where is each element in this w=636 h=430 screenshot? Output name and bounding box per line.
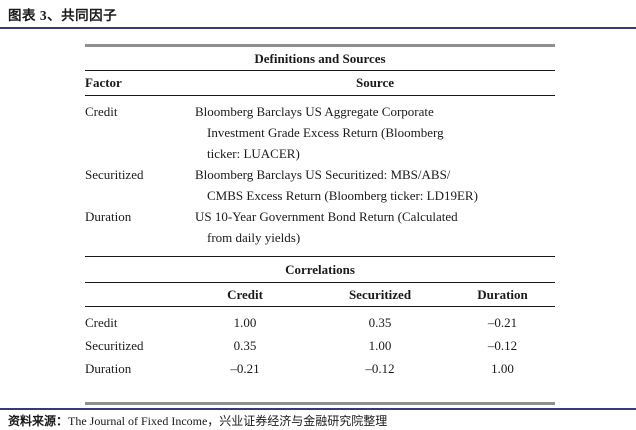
footer-source: 资料来源：The Journal of Fixed Income，兴业证券经济与… <box>8 412 387 429</box>
correlation-value: –0.21 <box>230 361 260 376</box>
column-header-source: Source <box>355 75 395 90</box>
correlation-value: –0.21 <box>487 315 518 330</box>
source-cell: Bloomberg Barclays US Securitized: MBS/A… <box>195 167 478 203</box>
column-header-duration: Duration <box>477 287 528 302</box>
factor-cell: Duration <box>85 209 132 224</box>
figure-title-bar: 图表 3、共同因子 <box>0 0 636 29</box>
table-row: Credit Bloomberg Barclays US Aggregate C… <box>85 101 555 164</box>
footer-divider <box>0 408 636 410</box>
source-text: The Journal of Fixed Income，兴业证券经济与金融研究院… <box>68 414 388 428</box>
correlation-value: 0.35 <box>233 338 257 353</box>
row-label: Securitized <box>85 338 144 353</box>
table-row: Securitized Bloomberg Barclays US Securi… <box>85 164 555 206</box>
table-row: Duration –0.21 –0.12 1.00 <box>85 357 555 380</box>
definitions-table-body: Credit Bloomberg Barclays US Aggregate C… <box>85 96 555 257</box>
correlation-value: 1.00 <box>233 315 257 330</box>
correlation-value: –0.12 <box>365 361 395 376</box>
source-cell: US 10-Year Government Bond Return (Calcu… <box>195 209 458 245</box>
correlation-value: 1.00 <box>491 361 514 376</box>
factor-cell: Securitized <box>85 167 144 182</box>
correlations-table-title: Correlations <box>85 257 555 283</box>
correlations-table-body: Credit 1.00 0.35 –0.21 Securitized 0.35 … <box>85 307 555 402</box>
table-row: Duration US 10-Year Government Bond Retu… <box>85 206 555 248</box>
column-header-credit: Credit <box>227 287 263 302</box>
correlation-value: –0.12 <box>487 338 518 353</box>
factor-cell: Credit <box>85 104 118 119</box>
figure-table: Definitions and Sources Factor Source Cr… <box>85 44 555 405</box>
figure-title: 图表 3、共同因子 <box>8 8 118 23</box>
definitions-table-header: Factor Source <box>85 71 555 96</box>
source-label: 资料来源： <box>8 414 69 428</box>
row-label: Credit <box>85 315 118 330</box>
correlation-value: 0.35 <box>368 315 392 330</box>
row-label: Duration <box>85 361 132 376</box>
definitions-table-title: Definitions and Sources <box>85 47 555 71</box>
table-row: Credit 1.00 0.35 –0.21 <box>85 311 555 334</box>
correlation-value: 1.00 <box>368 338 392 353</box>
corner-cell <box>85 287 180 303</box>
column-header-securitized: Securitized <box>348 287 412 302</box>
source-cell: Bloomberg Barclays US Aggregate Corporat… <box>195 104 444 161</box>
column-header-factor: Factor <box>85 75 122 90</box>
correlations-table-header: Credit Securitized Duration <box>85 283 555 307</box>
table-row: Securitized 0.35 1.00 –0.12 <box>85 334 555 357</box>
